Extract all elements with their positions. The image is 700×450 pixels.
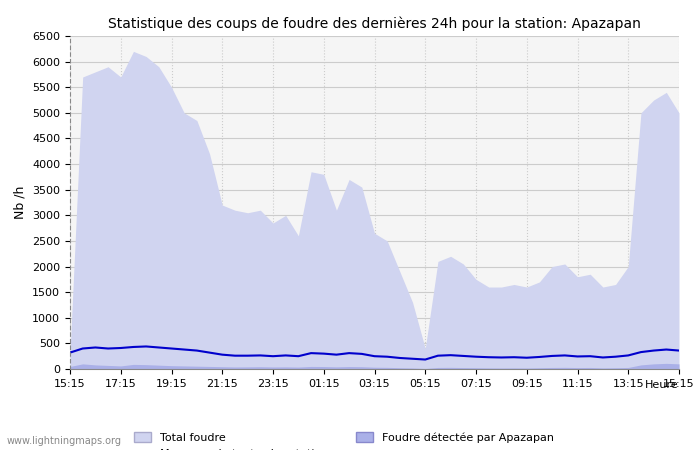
Text: www.lightningmaps.org: www.lightningmaps.org [7,436,122,446]
Y-axis label: Nb /h: Nb /h [13,186,27,219]
Legend: Total foudre, Moyenne de toutes les stations, Foudre détectée par Apazapan: Total foudre, Moyenne de toutes les stat… [130,428,558,450]
Title: Statistique des coups de foudre des dernières 24h pour la station: Apazapan: Statistique des coups de foudre des dern… [108,16,641,31]
Text: Heure: Heure [645,380,679,390]
